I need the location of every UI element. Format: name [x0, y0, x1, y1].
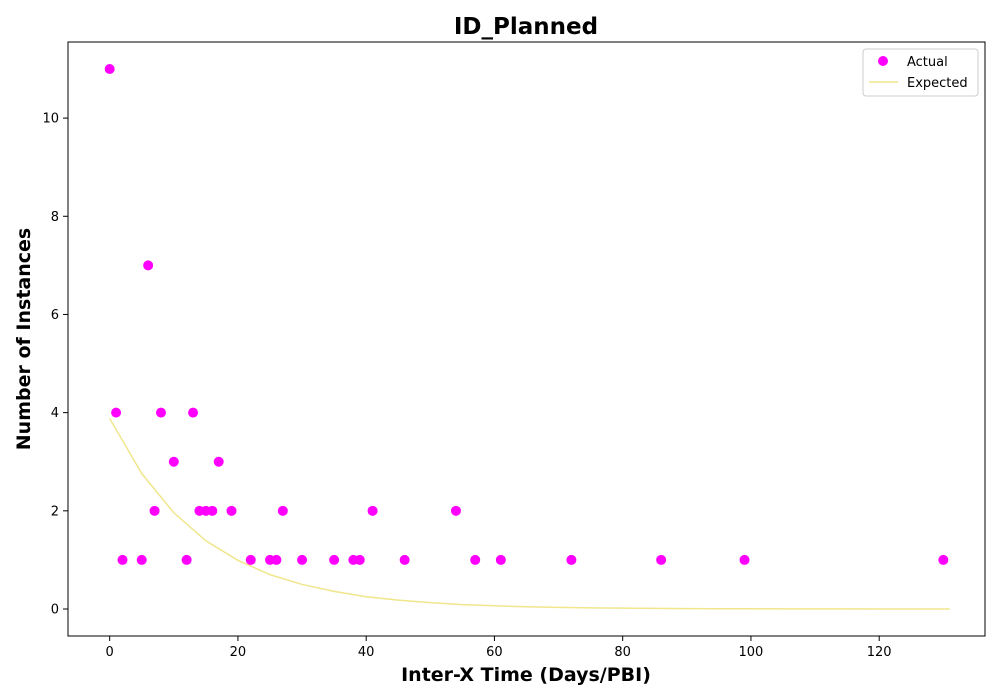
- actual-point: [213, 456, 224, 467]
- legend-expected-label: Expected: [907, 76, 968, 91]
- x-axis-label: Inter-X Time (Days/PBI): [401, 664, 651, 686]
- actual-point: [117, 554, 128, 565]
- actual-point: [470, 554, 481, 565]
- actual-point: [938, 554, 949, 565]
- actual-point: [329, 554, 340, 565]
- y-tick-label: 10: [42, 112, 59, 127]
- actual-point: [149, 505, 160, 516]
- legend-box: [862, 48, 979, 97]
- x-axis: 0 20 40 60 80 100 120: [106, 636, 892, 660]
- plot-area: [67, 41, 986, 637]
- x-tick-label: 0: [106, 645, 114, 660]
- actual-point: [277, 505, 288, 516]
- actual-point: [367, 505, 378, 516]
- actual-point: [207, 505, 218, 516]
- chart-title: ID_Planned: [454, 14, 598, 40]
- actual-point: [188, 407, 199, 418]
- legend-actual-marker: [878, 56, 888, 66]
- actual-point: [495, 554, 506, 565]
- x-tick-label: 40: [358, 645, 375, 660]
- actual-point: [656, 554, 667, 565]
- y-axis: 0 2 4 6 8 10: [42, 112, 68, 618]
- expected-line: [109, 418, 950, 610]
- actual-point: [566, 554, 577, 565]
- actual-point: [104, 64, 115, 74]
- expected-series: [109, 418, 950, 610]
- y-tick-label: 0: [51, 603, 59, 618]
- actual-point: [168, 456, 179, 467]
- actual-series: [104, 64, 949, 565]
- legend: Actual Expected: [862, 48, 979, 97]
- y-axis-label: Number of Instances: [13, 228, 35, 450]
- actual-point: [245, 554, 256, 565]
- actual-point: [181, 554, 192, 565]
- actual-point: [271, 554, 282, 565]
- actual-point: [155, 407, 166, 418]
- actual-point: [354, 554, 365, 565]
- actual-point: [143, 260, 154, 271]
- actual-point: [739, 554, 750, 565]
- actual-point: [399, 554, 410, 565]
- y-tick-label: 8: [51, 210, 59, 225]
- x-tick-label: 80: [614, 645, 631, 660]
- actual-point: [226, 505, 237, 516]
- actual-point: [450, 505, 461, 516]
- y-tick-label: 4: [51, 406, 59, 421]
- x-tick-label: 60: [486, 645, 503, 660]
- plot-frame: [67, 41, 986, 637]
- x-tick-label: 120: [867, 645, 892, 660]
- actual-point: [297, 554, 308, 565]
- y-tick-label: 2: [51, 504, 59, 519]
- x-tick-label: 100: [739, 645, 764, 660]
- actual-point: [111, 407, 122, 418]
- legend-actual-label: Actual: [907, 55, 948, 70]
- actual-point: [136, 554, 147, 565]
- x-tick-label: 20: [230, 645, 247, 660]
- y-tick-label: 6: [51, 308, 59, 323]
